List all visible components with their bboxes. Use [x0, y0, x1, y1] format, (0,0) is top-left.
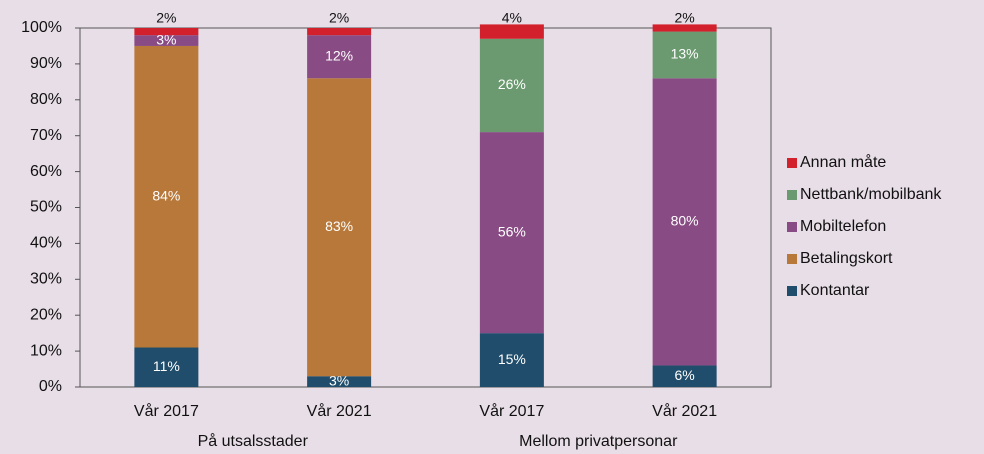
- data-label: 6%: [675, 367, 695, 383]
- bar-segment: [307, 28, 372, 36]
- y-tick-label: 60%: [30, 163, 62, 180]
- group-label: På utsalsstader: [198, 432, 309, 450]
- legend-label: Kontantar: [800, 282, 870, 299]
- bar-segment: [652, 24, 717, 32]
- bar-segment: [134, 28, 199, 36]
- y-tick-label: 100%: [21, 19, 62, 36]
- bar-segment: [652, 365, 717, 387]
- legend-swatch: [787, 222, 797, 232]
- legend-swatch: [787, 158, 797, 168]
- data-label: 2%: [329, 10, 349, 26]
- y-tick-label: 30%: [30, 271, 62, 288]
- y-tick-label: 70%: [30, 127, 62, 144]
- data-label: 83%: [325, 218, 353, 234]
- data-label: 11%: [153, 358, 180, 374]
- y-tick-label: 80%: [30, 91, 62, 108]
- data-label: 56%: [498, 223, 526, 239]
- x-tick-label: Vår 2021: [652, 402, 717, 420]
- data-label: 15%: [498, 351, 526, 367]
- x-tick-label: Vår 2017: [479, 402, 544, 420]
- data-label: 2%: [156, 10, 176, 26]
- x-tick-label: Vår 2021: [307, 402, 372, 420]
- bar-segment: [652, 31, 717, 79]
- legend-label: Annan måte: [800, 153, 886, 171]
- bar-segment: [479, 38, 544, 133]
- data-label: 80%: [671, 213, 699, 229]
- bar-segment: [307, 376, 372, 387]
- legend-label: Betalingskort: [800, 250, 893, 267]
- bar-segment: [479, 24, 544, 39]
- legend-label: Mobiltelefon: [800, 218, 886, 235]
- bar-segment: [134, 45, 199, 348]
- y-tick-label: 90%: [30, 55, 62, 72]
- y-tick-label: 50%: [30, 199, 62, 216]
- bar-segment: [134, 35, 199, 46]
- bar-segment: [134, 347, 199, 387]
- x-tick-label: Vår 2017: [134, 402, 199, 420]
- legend-swatch: [787, 190, 797, 200]
- bar-segment: [479, 132, 544, 334]
- legend-swatch: [787, 286, 797, 296]
- data-label: 13%: [671, 46, 699, 62]
- data-label: 12%: [325, 47, 353, 63]
- legend-swatch: [787, 254, 797, 264]
- data-label: 84%: [152, 187, 180, 203]
- legend-label: Nettbank/mobilbank: [800, 186, 942, 203]
- group-label: Mellom privatpersonar: [519, 433, 678, 450]
- bar-segment: [652, 78, 717, 366]
- y-tick-label: 0%: [39, 378, 62, 395]
- bar-segment: [307, 35, 372, 79]
- y-tick-label: 10%: [30, 342, 62, 359]
- data-label: 4%: [502, 10, 522, 26]
- bar-segment: [307, 78, 372, 377]
- data-label: 2%: [675, 10, 695, 26]
- data-label: 3%: [156, 31, 176, 47]
- bar-segment: [479, 333, 544, 387]
- y-tick-label: 40%: [30, 235, 62, 252]
- y-tick-label: 20%: [30, 306, 62, 323]
- data-label: 26%: [498, 76, 526, 92]
- data-label: 3%: [329, 372, 349, 388]
